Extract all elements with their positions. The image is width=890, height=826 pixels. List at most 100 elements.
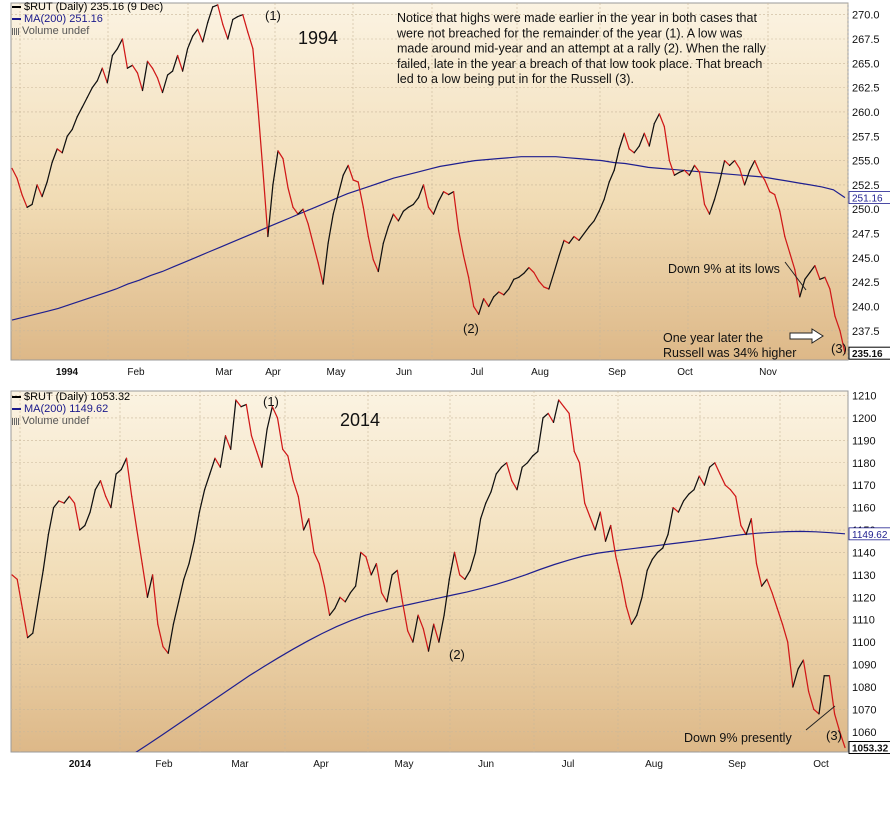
price-segment <box>76 106 83 118</box>
price-segment <box>729 489 737 498</box>
y-tick-label: 1130 <box>852 570 876 582</box>
price-segment <box>643 132 650 147</box>
price-segment <box>186 35 194 50</box>
price-segment <box>101 67 108 84</box>
price-segment <box>583 226 590 235</box>
price-segment <box>370 563 378 576</box>
price-segment <box>51 148 58 164</box>
price-last-tag: 235.16 <box>852 349 883 360</box>
price-segment <box>623 132 630 150</box>
price-segment <box>21 193 28 208</box>
price-segment <box>500 462 508 468</box>
price-segment <box>21 607 29 639</box>
annotation-label-2: (2) <box>463 321 479 336</box>
down-note-1994: Down 9% at its lows <box>668 262 780 276</box>
price-segment <box>73 502 81 531</box>
price-segment <box>192 28 199 37</box>
price-segment <box>47 506 55 536</box>
price-segment <box>636 596 643 616</box>
price-segment <box>646 558 654 572</box>
note-line: were not breached for the remainder of t… <box>396 26 742 40</box>
y-tick-label: 247.5 <box>852 229 880 241</box>
price-segment <box>91 80 98 89</box>
y-tick-label: 1060 <box>852 727 876 739</box>
price-segment <box>618 132 625 150</box>
price-segment <box>713 181 721 201</box>
price-segment <box>224 435 232 450</box>
price-segment <box>141 563 149 598</box>
price-segment <box>599 511 607 542</box>
price-segment <box>526 455 534 464</box>
price-segment <box>235 399 242 408</box>
price-segment <box>603 181 610 201</box>
price-segment <box>714 462 721 475</box>
price-segment <box>799 278 806 298</box>
price-segment <box>568 412 575 453</box>
price-segment <box>553 255 560 274</box>
price-segment <box>387 213 395 228</box>
price-segment <box>203 473 211 491</box>
price-segment <box>262 169 269 238</box>
ma-last-tag-box <box>848 191 890 204</box>
price-segment <box>227 18 234 40</box>
price-segment <box>232 15 239 21</box>
price-segment <box>217 4 224 26</box>
price-segment <box>161 74 169 94</box>
y-tick-label: 265.0 <box>852 58 880 70</box>
price-segment <box>774 193 781 212</box>
price-segment <box>641 569 648 598</box>
price-segment <box>302 208 309 225</box>
price-segment <box>563 239 570 244</box>
month-label: Nov <box>759 367 777 378</box>
price-segment <box>839 330 846 354</box>
month-label: Feb <box>127 367 145 378</box>
price-segment <box>769 191 776 196</box>
price-segment <box>578 462 586 504</box>
year-label-2014: 2014 <box>340 410 380 430</box>
price-segment <box>474 518 482 554</box>
later-line-1: One year later the <box>663 331 763 345</box>
price-segment <box>156 77 164 94</box>
note-line: failed, late in the year a breach of tha… <box>397 57 762 71</box>
price-segment <box>111 48 119 57</box>
down-note-pointer-1994 <box>784 261 807 291</box>
price-segment <box>538 280 545 288</box>
y-tick-label: 1070 <box>852 704 876 716</box>
price-segment <box>568 235 575 244</box>
price-segment <box>505 462 513 482</box>
price-segment <box>287 455 294 482</box>
price-segment <box>723 159 731 167</box>
price-segment <box>804 271 811 280</box>
price-segment <box>829 288 836 317</box>
price-segment <box>214 457 221 468</box>
price-segment <box>16 578 24 610</box>
price-segment <box>380 592 388 603</box>
price-segment <box>688 164 696 176</box>
y-tick-label: 1140 <box>852 547 876 559</box>
price-segment <box>781 623 789 643</box>
price-segment <box>209 457 216 475</box>
price-segment <box>250 435 258 453</box>
price-segment <box>242 14 249 33</box>
y-tick-label: 1080 <box>852 682 876 694</box>
chart-1994-panel: 270.0 267.5 265.0 262.5 260.0 257.5 255.0 252.5… <box>0 0 890 378</box>
price-segment <box>334 596 341 610</box>
price-segment <box>754 159 761 173</box>
price-segment <box>743 169 751 186</box>
price-segment <box>663 125 671 162</box>
price-segment <box>126 64 134 69</box>
y-tick-label: 260.0 <box>852 107 880 119</box>
price-segment <box>312 242 319 264</box>
price-segment <box>613 148 620 171</box>
price-segment <box>537 417 544 453</box>
y-tick-label: 240.0 <box>852 301 880 313</box>
price-segment <box>257 106 264 171</box>
price-segment <box>58 500 65 504</box>
month-label: Apr <box>265 367 281 378</box>
price-segment <box>171 54 179 72</box>
price-segment <box>372 259 379 273</box>
price-segment <box>417 614 424 630</box>
price-segment <box>462 255 470 278</box>
price-segment <box>292 206 299 215</box>
month-label: 1994 <box>56 367 79 378</box>
